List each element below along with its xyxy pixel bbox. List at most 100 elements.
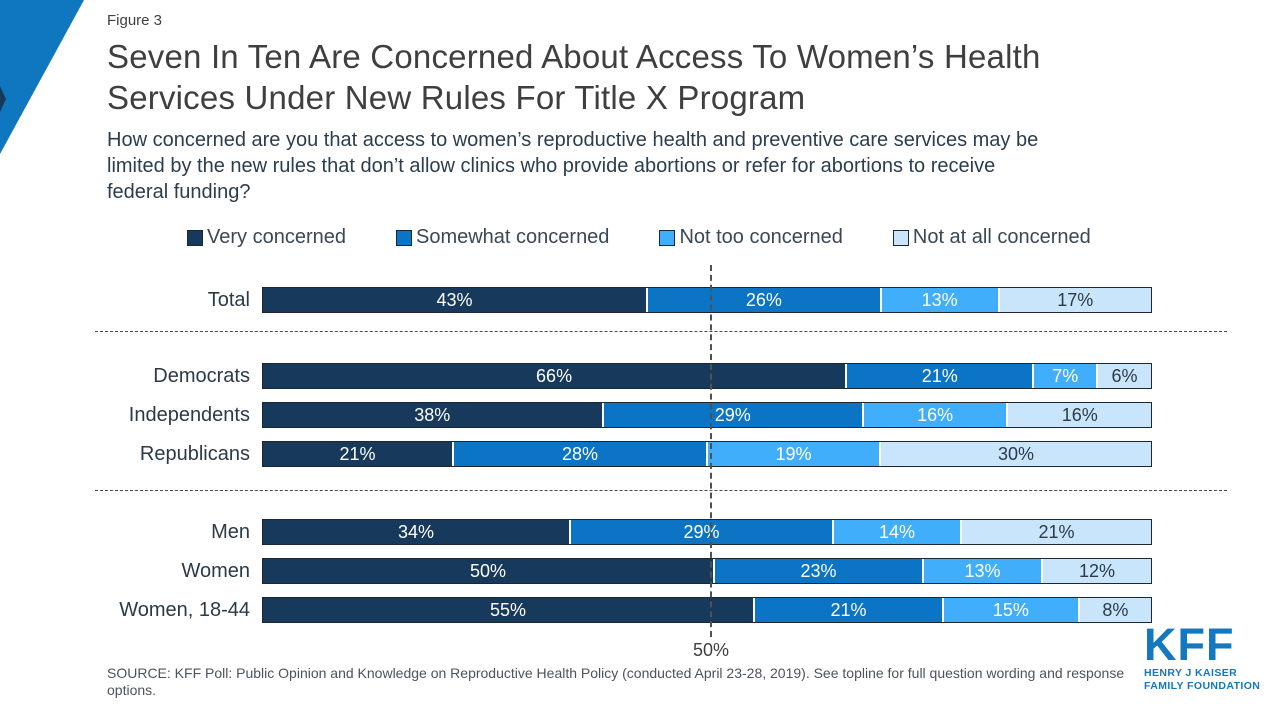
chart-row: Republicans 21% 28% 19% 30% [0,441,1152,467]
corner-navy-accent [0,86,6,112]
chart-title-line1: Seven In Ten Are Concerned About Access … [107,38,1041,75]
segment-value-label: 15% [992,599,1029,620]
stacked-bar: 66% 21% 7% 6% [262,363,1152,389]
category-label: Republicans [139,442,250,465]
bar-segment-somewhat-concerned: 29% [569,520,832,544]
category-label: Democrats [153,364,250,387]
survey-question-line3: federal funding? [107,181,251,203]
segment-value-label: 21% [830,599,867,620]
kff-logo: KFF HENRY J KAISER FAMILY FOUNDATION [1144,619,1261,692]
bar-segment-not-at-all-concerned: 16% [1006,403,1151,427]
stacked-bar: 43% 26% 13% 17% [262,287,1152,313]
legend-item: Not too concerned [659,226,843,249]
segment-value-label: 23% [800,560,837,581]
segment-value-label: 16% [917,404,954,425]
chart-row: Democrats 66% 21% 7% 6% [0,363,1152,389]
bar-segment-not-at-all-concerned: 12% [1041,559,1151,583]
kff-logo-acronym: KFF [1144,619,1235,670]
bar-segment-somewhat-concerned: 23% [713,559,922,583]
bar-segment-very-concerned: 43% [263,288,647,312]
stacked-bar-chart: 50% Total 43% 26% 13% 17% Democrats 66% 21% 7% 6%… [0,265,1280,670]
bar-segment-not-at-all-concerned: 30% [879,442,1151,466]
segment-value-label: 30% [997,443,1035,464]
survey-question-line2: limited by the new rules that don’t allo… [107,155,996,177]
legend-label: Very concerned [207,226,346,248]
segment-value-label: 55% [489,599,527,620]
fifty-percent-reference-dashed-line [710,265,712,637]
bar-segment-not-too-concerned: 16% [861,403,1007,427]
chart-row: Men 34% 29% 14% 21% [0,519,1152,545]
chart-row: Women, 18-44 55% 21% 15% 8% [0,597,1152,623]
segment-value-label: 13% [921,289,958,310]
segment-value-label: 34% [397,521,435,542]
legend-item: Very concerned [187,226,346,249]
segment-value-label: 29% [683,521,720,542]
bar-segment-not-too-concerned: 13% [922,559,1041,583]
legend-swatch-icon [659,229,676,246]
fifty-percent-axis-label: 50% [692,640,730,660]
segment-value-label: 21% [921,365,958,386]
bar-segment-very-concerned: 55% [263,598,753,622]
bar-segment-not-at-all-concerned: 6% [1096,364,1151,388]
bar-segment-very-concerned: 66% [263,364,846,388]
bar-segment-very-concerned: 50% [263,559,713,583]
stacked-bar: 21% 28% 19% 30% [262,441,1152,467]
segment-value-label: 21% [339,443,376,464]
bar-segment-not-at-all-concerned: 21% [960,520,1151,544]
segment-value-label: 6% [1111,365,1138,386]
segment-value-label: 17% [1057,289,1094,310]
chart-row: Total 43% 26% 13% 17% [0,287,1152,313]
stacked-bar: 55% 21% 15% 8% [262,597,1152,623]
segment-value-label: 7% [1052,365,1079,386]
survey-question-line1: How concerned are you that access to wom… [107,129,1039,151]
bar-segment-very-concerned: 38% [263,403,602,427]
corner-triangle-decoration [0,0,84,154]
legend-swatch-icon [395,229,412,246]
legend-swatch-icon [187,229,203,246]
segment-value-label: 28% [561,443,599,464]
bar-segment-not-at-all-concerned: 17% [997,288,1151,312]
segment-value-label: 66% [536,365,573,386]
legend-label: Not too concerned [679,226,843,248]
category-label: Independents [128,403,250,426]
source-note: SOURCE: KFF Poll: Public Opinion and Kno… [107,665,1125,698]
segment-value-label: 50% [469,560,507,581]
stacked-bar: 34% 29% 14% 21% [262,519,1152,545]
segment-value-label: 21% [1038,521,1075,542]
chart-legend: Very concerned Somewhat concerned Not too … [187,226,1091,249]
segment-value-label: 16% [1061,404,1098,425]
segment-value-label: 38% [414,404,451,425]
stacked-bar: 50% 23% 13% 12% [262,558,1152,584]
kff-logo-line1: HENRY J KAISER [1144,667,1238,679]
chart-title-line2: Services Under New Rules For Title X Pro… [107,79,806,116]
chart-row: Independents 38% 29% 16% 16% [0,402,1152,428]
group-divider-dashed-line [95,490,1227,491]
figure-number-label: Figure 3 [107,12,163,29]
bar-segment-not-at-all-concerned: 8% [1077,598,1151,622]
bar-segment-not-too-concerned: 7% [1032,364,1097,388]
segment-value-label: 12% [1078,560,1116,581]
segment-value-label: 43% [436,289,473,310]
kff-logo-line2: FAMILY FOUNDATION [1144,680,1261,692]
legend-item: Not at all concerned [892,226,1091,249]
segment-value-label: 26% [745,289,782,310]
segment-value-label: 13% [964,560,1001,581]
bar-segment-somewhat-concerned: 29% [601,403,862,427]
category-label: Men [211,520,250,543]
category-label: Women, 18-44 [119,598,250,621]
chart-title: Seven In Ten Are Concerned About Access … [107,36,1247,118]
legend-swatch-icon [892,229,909,246]
survey-question-text: How concerned are you that access to wom… [107,127,1247,205]
chart-row: Women 50% 23% 13% 12% [0,558,1152,584]
segment-value-label: 19% [775,443,812,464]
category-label: Total [207,288,250,311]
bar-segment-not-too-concerned: 15% [942,598,1078,622]
stacked-bar: 38% 29% 16% 16% [262,402,1152,428]
bar-segment-somewhat-concerned: 21% [845,364,1033,388]
header: Figure 3 Seven In Ten Are Concerned Abou… [107,12,1247,205]
bar-segment-somewhat-concerned: 28% [452,442,706,466]
legend-label: Not at all concerned [912,226,1091,248]
bar-segment-not-too-concerned: 19% [706,442,879,466]
segment-value-label: 29% [714,404,751,425]
